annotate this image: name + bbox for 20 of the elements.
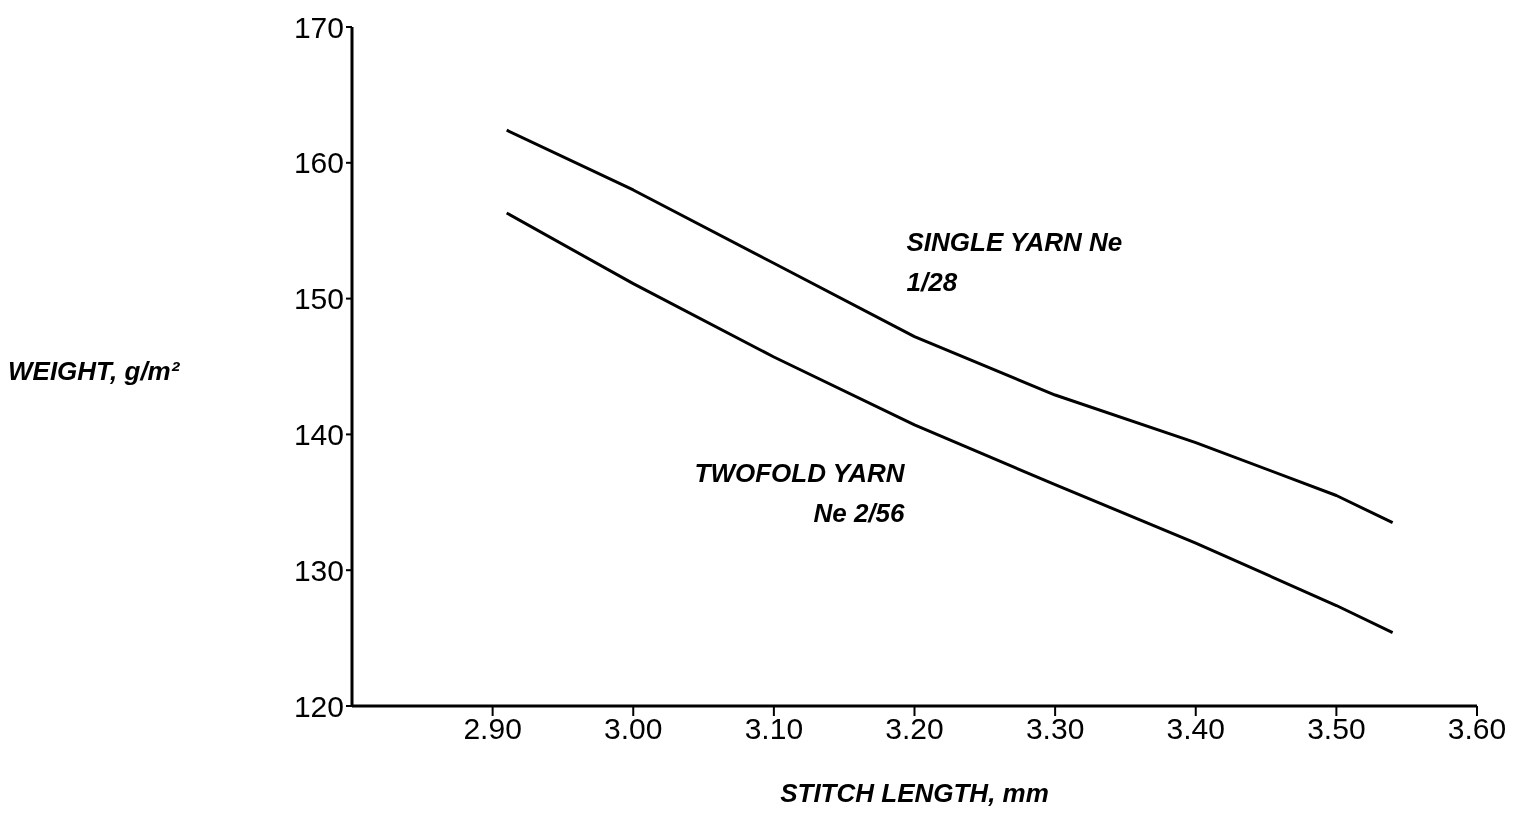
line-series [505,211,1395,635]
x-tick-label: 3.40 [1166,712,1225,746]
line-series [505,128,1395,525]
y-tick-label: 150 [293,282,344,316]
x-tick-label: 3.30 [1025,712,1085,746]
y-tick-label: 120 [293,689,344,723]
y-tick-label: 140 [293,418,344,452]
y-tick-label: 160 [293,146,344,180]
series-label: TWOFOLD YARN Ne 2/56 [693,456,905,530]
x-tick-label: 3.20 [885,712,944,746]
x-axis-title: STITCH LENGTH, mm [779,778,1050,809]
x-tick-label: 3.10 [744,712,804,746]
x-tick-label: 2.90 [463,712,522,746]
y-tick-label: 130 [293,553,344,587]
series-label: SINGLE YARN Ne 1/28 [906,225,1124,299]
x-tick-label: 3.50 [1307,712,1366,746]
x-tick-label: 3.60 [1447,712,1507,746]
x-tick-label: 3.00 [604,712,663,746]
y-tick-label: 170 [293,10,344,44]
y-axis-title: WEIGHT, g/m² [8,356,180,387]
